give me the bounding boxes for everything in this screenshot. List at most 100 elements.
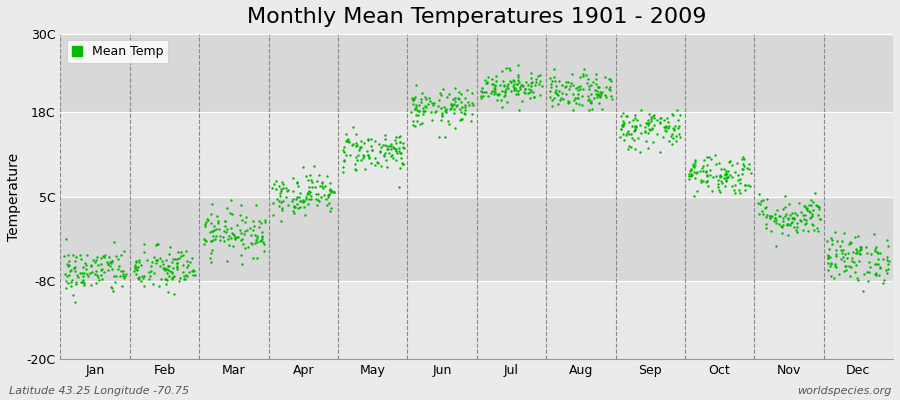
Point (310, 178, 324, 184)
Point (641, 121, 655, 128)
Point (140, 257, 154, 263)
Point (683, 170, 698, 177)
Point (693, 177, 707, 183)
Point (198, 222, 212, 229)
Point (180, 264, 194, 270)
Point (688, 193, 702, 200)
Point (544, 96, 559, 103)
Point (575, 93, 590, 100)
Point (515, 98, 529, 104)
Point (257, 240, 272, 247)
Point (452, 96, 466, 102)
Point (650, 131, 664, 138)
Point (327, 189, 341, 195)
Point (273, 193, 287, 199)
Point (370, 159, 384, 165)
Point (506, 77, 520, 84)
Point (870, 250, 885, 256)
Point (548, 78, 562, 84)
Point (76, 273, 90, 279)
Point (462, 102, 476, 109)
Point (698, 157, 712, 164)
Point (245, 241, 259, 247)
Point (616, 121, 630, 128)
Point (159, 277, 174, 283)
Point (554, 82, 569, 88)
Point (829, 253, 843, 259)
Point (807, 190, 822, 196)
Point (114, 282, 129, 289)
Point (764, 228, 778, 234)
Point (383, 143, 398, 149)
Point (213, 233, 228, 239)
Point (255, 234, 269, 240)
Point (621, 146, 635, 153)
Point (592, 89, 607, 96)
Point (432, 134, 446, 140)
Point (131, 264, 146, 270)
Point (474, 85, 489, 92)
Point (316, 185, 330, 192)
Point (286, 208, 301, 214)
Point (477, 89, 491, 96)
Point (144, 268, 158, 274)
Point (393, 165, 408, 171)
Point (234, 261, 248, 268)
Point (175, 253, 189, 259)
Point (868, 244, 883, 250)
Point (690, 188, 705, 194)
Point (829, 264, 843, 270)
Point (75, 279, 89, 286)
Point (842, 273, 857, 280)
Point (250, 239, 265, 245)
Point (580, 97, 595, 104)
Point (291, 205, 305, 211)
Point (377, 142, 392, 149)
Point (580, 93, 595, 99)
Point (83, 270, 97, 276)
Point (533, 78, 547, 84)
Point (555, 90, 570, 96)
Point (89, 272, 104, 278)
Point (212, 226, 226, 232)
Point (106, 288, 121, 294)
Point (272, 198, 286, 204)
Point (158, 276, 172, 282)
Point (476, 93, 491, 99)
Point (785, 219, 799, 225)
Point (58, 285, 73, 291)
Point (549, 90, 563, 96)
Point (352, 146, 366, 153)
Point (84, 263, 98, 269)
Point (137, 249, 151, 256)
Point (726, 187, 741, 194)
Point (348, 161, 363, 167)
Point (591, 84, 606, 90)
Point (619, 112, 634, 119)
Point (382, 150, 397, 156)
Point (659, 124, 673, 130)
Point (76, 280, 91, 286)
Point (581, 96, 596, 102)
Point (378, 157, 392, 163)
Point (616, 122, 630, 129)
Point (873, 250, 887, 256)
Point (434, 92, 448, 98)
Point (615, 122, 629, 128)
Point (203, 238, 218, 244)
Point (572, 100, 587, 107)
Point (432, 97, 446, 104)
Point (665, 111, 680, 117)
Point (672, 134, 687, 140)
Point (652, 120, 667, 126)
Point (854, 246, 868, 252)
Point (131, 259, 146, 265)
Point (523, 89, 537, 95)
Point (547, 88, 562, 95)
Point (107, 238, 122, 245)
Point (872, 272, 886, 278)
Point (573, 86, 588, 92)
Point (592, 92, 607, 98)
Point (824, 240, 839, 247)
Point (396, 161, 410, 167)
